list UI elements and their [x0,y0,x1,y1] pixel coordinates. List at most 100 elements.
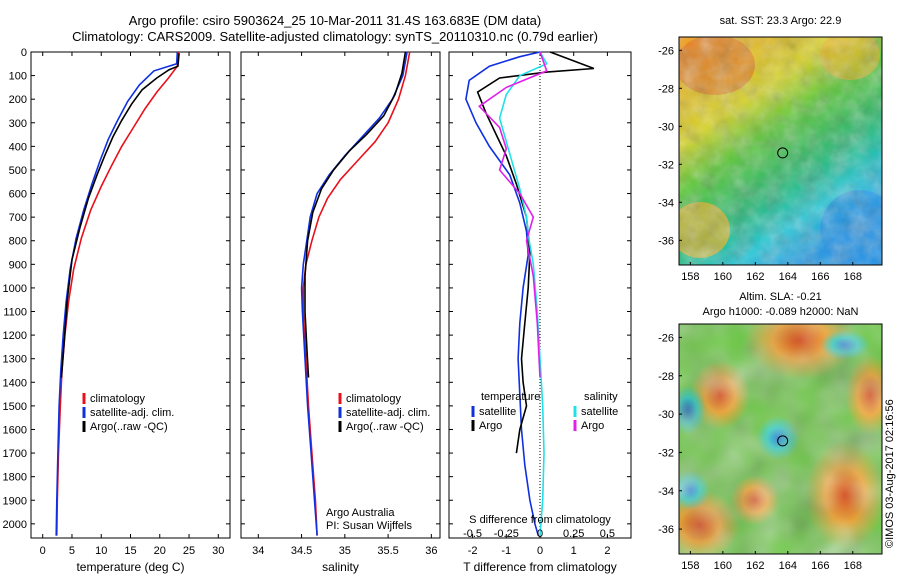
y-tick-label: 400 [9,141,27,153]
x-tick-label: 30 [212,545,224,557]
x-tick-label-top: 0 [537,528,543,540]
legend-label: Argo(..raw -QC) [346,421,424,433]
x-tick-label: 5 [69,545,75,557]
y-tick-label: 200 [9,94,27,106]
map-y-tick-label: -34 [658,486,674,498]
y-tick-label: 500 [9,165,27,177]
x-tick-label: 35 [339,545,351,557]
map-x-tick-label: 162 [746,271,764,283]
y-tick-label: 800 [9,236,27,248]
map-x-tick-label: 166 [811,560,829,572]
map-x-tick-label: 158 [681,271,699,283]
sst-map [679,37,882,265]
map-y-tick-label: -30 [658,409,674,421]
x-tick-label: 0 [537,545,543,557]
series-line-temperature-satellite [465,51,541,536]
series-line-climatology [56,51,180,536]
legend-label: climatology [346,393,402,405]
series-line-argo---raw--qc- [304,51,407,378]
map-frame [678,36,883,266]
plot-frame [240,51,441,539]
x-tick-label-top: 0.25 [563,528,584,540]
x-axis-label: T difference from climatology [463,560,617,574]
y-tick-label: 600 [9,189,27,201]
legend-label: Argo [581,420,604,432]
y-tick-label: 0 [21,47,27,59]
map-y-tick-label: -30 [658,121,674,133]
x-tick-label: 34 [252,545,264,557]
x-tick-label: -2 [468,545,478,557]
sla-map [679,324,882,554]
y-tick-label: 100 [9,71,27,83]
series-line-climatology [302,51,411,536]
y-tick-label: 900 [9,259,27,271]
map-y-tick-label: -28 [658,83,674,95]
map-title-line2: Argo h1000: -0.089 h2000: NaN [703,306,859,318]
map-x-tick-label: 168 [844,560,862,572]
salinity-panel: 34 34.5 35 35.5 36 salinity climatology satelli… [240,51,441,574]
map-x-tick-label: 164 [779,560,797,572]
legend-label: satellite-adj. clim. [346,407,430,419]
y-tick-label: 2000 [3,519,27,531]
series-line-satellite-adj--clim- [300,51,408,536]
annotation-text: PI: Susan Wijffels [326,520,412,532]
x-tick-label: 0 [40,545,46,557]
x-tick-label: 20 [154,545,166,557]
x-tick-label: 34.5 [291,545,312,557]
map-x-tick-label: 162 [746,560,764,572]
x-tick-label-top: -0.5 [463,528,482,540]
sst-map-axes: 158 160 162 164 166 168 -26 -28 -30 -32 -34 -36 sat.… [658,15,883,283]
legend-title-salinity: salinity [584,391,618,403]
legend-title-temperature: temperature [481,391,540,403]
x-tick-label-top: 0.5 [600,528,615,540]
x-tick-label: 1 [571,545,577,557]
x-axis-label: salinity [322,560,359,574]
map-y-tick-label: -28 [658,371,674,383]
credit-text: ©IMOS 03-Aug-2017 02:16:56 [884,399,896,548]
figure-title-line1: Argo profile: csiro 5903624_25 10-Mar-20… [128,13,542,28]
map-x-tick-label: 168 [844,271,862,283]
series-line-temperature-argo [476,51,595,454]
map-y-tick-label: -32 [658,159,674,171]
temperature-panel: 0 5 10 15 20 25 300100200300400500600700800900… [3,47,231,574]
sla-map-axes: 158 160 162 164 166 168 -26 -28 -30 -32 -34 -36 Alti… [658,291,883,572]
legend-label: Argo [479,420,502,432]
map-y-tick-label: -32 [658,447,674,459]
y-tick-label: 1900 [3,495,27,507]
x-tick-label: 35.5 [377,545,398,557]
x-tick-label: 2 [604,545,610,557]
series-line-satellite-adj--clim- [55,51,179,536]
x-tick-label: 25 [183,545,195,557]
y-tick-label: 1800 [3,472,27,484]
y-tick-label: 1100 [3,307,27,319]
y-tick-label: 1000 [3,283,27,295]
map-y-tick-label: -34 [658,197,674,209]
argo-location-marker [777,147,789,159]
plot-frame [30,51,231,539]
legend-label: satellite-adj. clim. [90,407,174,419]
map-y-tick-label: -26 [658,332,674,344]
x-tick-label-top: -0.25 [494,528,519,540]
y-tick-label: 700 [9,212,27,224]
x-axis-label-top: S difference from climatology [469,514,611,526]
map-x-tick-label: 160 [714,560,732,572]
x-tick-label: 10 [95,545,107,557]
legend-label: climatology [90,393,146,405]
map-y-tick-label: -26 [658,45,674,57]
y-tick-label: 1400 [3,377,27,389]
map-x-tick-label: 160 [714,271,732,283]
map-frame [678,323,883,555]
map-x-tick-label: 166 [811,271,829,283]
y-tick-label: 1600 [3,424,27,436]
map-x-tick-label: 164 [779,271,797,283]
x-axis-label: temperature (deg C) [76,560,184,574]
y-tick-label: 1200 [3,330,27,342]
argo-location-marker [777,435,789,447]
map-y-tick-label: -36 [658,235,674,247]
series-line-salinity-satellite [498,51,548,536]
difference-panel: -2 -1 0 1 2 T difference from climatology temp… [448,51,632,574]
legend-label: satellite [479,406,516,418]
x-tick-label: 36 [425,545,437,557]
y-tick-label: 1300 [3,354,27,366]
